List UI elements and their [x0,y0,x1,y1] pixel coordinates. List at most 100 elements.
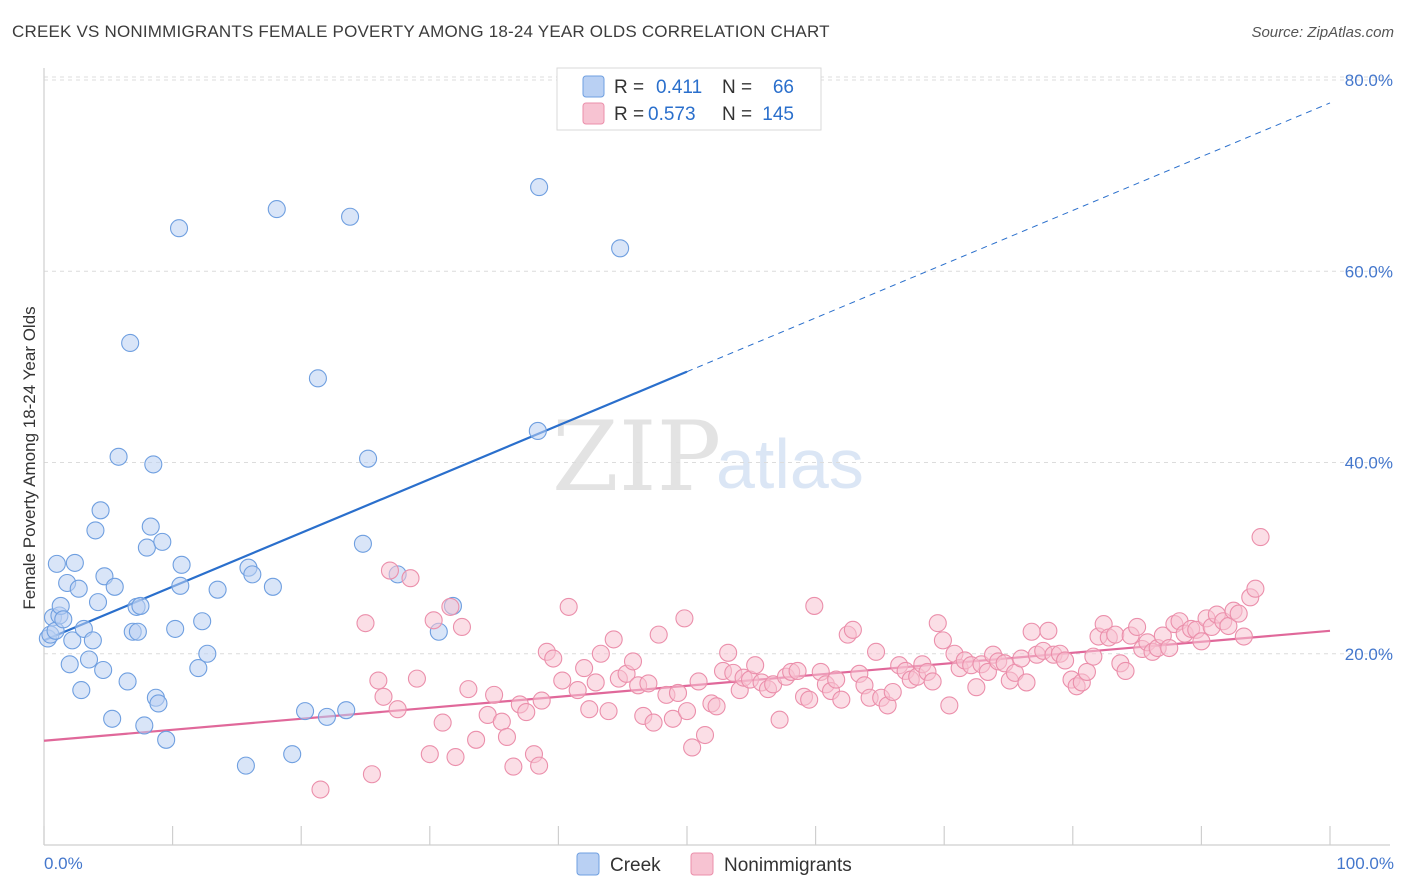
chart-source: Source: ZipAtlas.com [1251,24,1394,41]
stats-r-label-creek: R = [614,77,644,98]
point-nonimmigrants [1160,638,1179,658]
point-creek [60,655,79,674]
stats-r-value-creek: 0.411 [656,77,702,98]
point-nonimmigrants [940,696,959,715]
legend-swatch-nonimmigrants [690,852,714,876]
point-creek [359,449,378,468]
point-creek [72,681,91,700]
point-nonimmigrants [805,596,824,615]
point-creek [103,709,122,728]
point-nonimmigrants [1251,528,1270,547]
point-nonimmigrants [675,609,694,628]
point-nonimmigrants [374,687,393,706]
stats-swatch-nonimmigrants [582,102,605,125]
point-nonimmigrants [883,682,902,702]
point-creek [353,534,372,553]
point-nonimmigrants [663,709,682,728]
point-nonimmigrants [827,670,846,689]
trend-lines [43,102,1331,742]
point-nonimmigrants [530,756,549,775]
point-creek [86,521,105,540]
point-nonimmigrants [591,644,610,663]
axes [43,68,1390,846]
point-nonimmigrants [677,702,697,721]
point-nonimmigrants [459,680,478,699]
chart-title: CREEK VS NONIMMIGRANTS FEMALE POVERTY AM… [12,22,830,41]
stats-n-label-nonimmigrants: N = [722,104,752,125]
point-creek [79,650,99,669]
point-nonimmigrants [452,617,472,637]
stats-r-value-nonimmigrants: 0.573 [648,104,696,125]
point-creek [169,219,189,238]
point-creek [121,333,140,353]
point-nonimmigrants [467,730,486,749]
point-nonimmigrants [492,712,511,731]
point-creek [243,565,262,584]
trend-line-extension-creek [686,102,1331,373]
point-nonimmigrants [1116,661,1135,681]
point-creek [171,576,190,595]
y-tick-label: 20.0% [1345,645,1393,664]
point-nonimmigrants [1128,617,1147,637]
point-creek [91,501,110,520]
point-nonimmigrants [441,597,460,616]
point-nonimmigrants [407,669,426,688]
point-nonimmigrants [683,738,702,757]
point-nonimmigrants [668,683,688,703]
point-creek [611,239,630,258]
point-nonimmigrants [1022,622,1041,641]
point-nonimmigrants [719,643,738,662]
point-creek [141,517,160,536]
point-nonimmigrants [843,620,862,639]
point-nonimmigrants [644,713,663,732]
point-nonimmigrants [586,673,605,692]
stats-n-value-creek: 66 [773,77,794,98]
point-nonimmigrants [1229,604,1248,623]
legend-label-creek: Creek [610,855,661,876]
point-creek [109,447,128,466]
point-creek [317,707,336,726]
point-nonimmigrants [575,659,594,678]
point-nonimmigrants [604,630,623,649]
point-creek [63,631,82,650]
point-creek [166,619,185,638]
point-creek [105,577,124,596]
point-nonimmigrants [369,671,388,690]
point-nonimmigrants [1039,621,1058,640]
point-nonimmigrants [568,681,587,700]
point-creek [308,369,327,388]
point-nonimmigrants [356,614,375,633]
point-nonimmigrants [388,700,407,719]
point-nonimmigrants [967,678,986,697]
legend-label-nonimmigrants: Nonimmigrants [724,855,852,876]
point-nonimmigrants [928,614,947,633]
point-creek [135,716,154,735]
point-creek [47,554,66,573]
point-nonimmigrants [580,700,599,719]
point-creek [528,421,547,440]
stats-r-label-nonimmigrants: R = [614,104,644,125]
point-creek [83,631,102,650]
point-creek [153,532,172,551]
point-creek [128,622,147,641]
point-nonimmigrants [639,674,658,693]
point-nonimmigrants [380,561,399,580]
point-nonimmigrants [553,671,572,690]
point-nonimmigrants [689,672,708,691]
point-creek [144,455,163,474]
point-creek [172,555,191,574]
y-axis-title: Female Poverty Among 18-24 Year Olds [20,306,39,609]
point-creek [94,660,113,680]
y-tick-labels: 20.0% 40.0% 60.0% 80.0% [1345,71,1393,664]
point-nonimmigrants [424,611,443,630]
point-nonimmigrants [517,703,536,722]
watermark-atlas: atlas [716,425,864,503]
point-nonimmigrants [420,745,439,764]
stats-n-label-creek: N = [722,77,752,98]
point-creek [267,200,286,219]
point-nonimmigrants [649,625,668,644]
point-nonimmigrants [1084,647,1103,666]
point-creek [149,694,168,713]
point-creek [69,579,88,598]
